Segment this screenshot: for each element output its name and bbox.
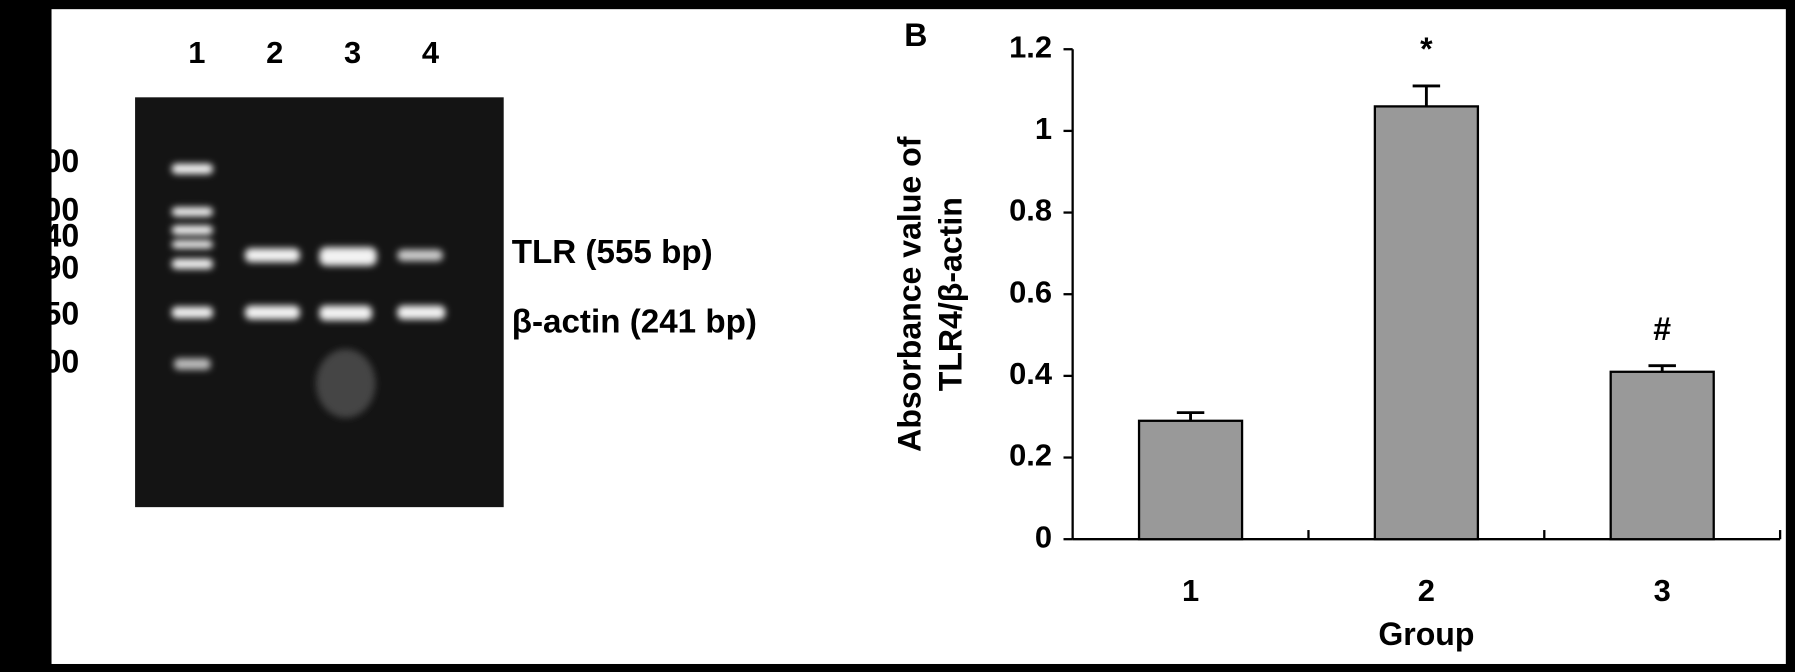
tlr-band: [397, 249, 444, 262]
annotation: #: [1653, 311, 1671, 347]
y-tick-label: 1: [1035, 111, 1052, 146]
tlr-band: [244, 248, 300, 263]
lane-label: 2: [266, 35, 283, 70]
marker-band: [171, 225, 213, 235]
bar: [1373, 105, 1480, 541]
y-axis-label-line: TLR4/β-actin: [933, 197, 969, 391]
smear: [315, 349, 376, 418]
actin-band: [319, 305, 373, 321]
x-tick-label: 1: [1182, 573, 1199, 608]
marker-band: [171, 240, 213, 249]
y-tick-label: 0.2: [1009, 438, 1052, 473]
y-tick-label: 0: [1035, 519, 1052, 554]
marker-band: [171, 258, 213, 270]
y-tick-label: 1.2: [1009, 29, 1052, 64]
tlr-band: [319, 247, 377, 266]
lane-label: 1: [188, 35, 205, 70]
bar: [1609, 370, 1715, 541]
x-tick-label: 2: [1418, 573, 1435, 608]
error-bar: [1412, 84, 1441, 107]
actin-band: [397, 305, 446, 320]
y-tick-label: 0.6: [1009, 274, 1052, 309]
actin-band: [244, 305, 300, 320]
gel-image: [135, 97, 504, 508]
y-axis-label-line: Absorbance value of: [892, 136, 928, 452]
annotation: *: [1420, 31, 1433, 67]
panel-label: B: [904, 17, 927, 53]
x-tick-label: 3: [1654, 573, 1671, 608]
y-axis-label: Absorbance value of TLR4/β-actin: [892, 136, 969, 452]
x-axis-label: Group: [1378, 616, 1474, 652]
border-left: [0, 0, 52, 672]
lane-label: 4: [422, 35, 440, 70]
error-bar: [1176, 411, 1205, 421]
gel: [135, 97, 504, 508]
marker-band: [171, 306, 213, 319]
marker-band: [174, 358, 211, 370]
lane-label: 3: [344, 35, 361, 70]
y-tick-label: 0.8: [1009, 193, 1052, 228]
marker-band: [171, 163, 213, 175]
band-label: β-actin (241 bp): [512, 304, 757, 341]
y-tick-label: 0.4: [1009, 356, 1053, 391]
marker-band: [171, 207, 213, 217]
bands: [171, 163, 446, 418]
band-label: TLR (555 bp): [512, 234, 713, 271]
bar: [1137, 419, 1244, 541]
